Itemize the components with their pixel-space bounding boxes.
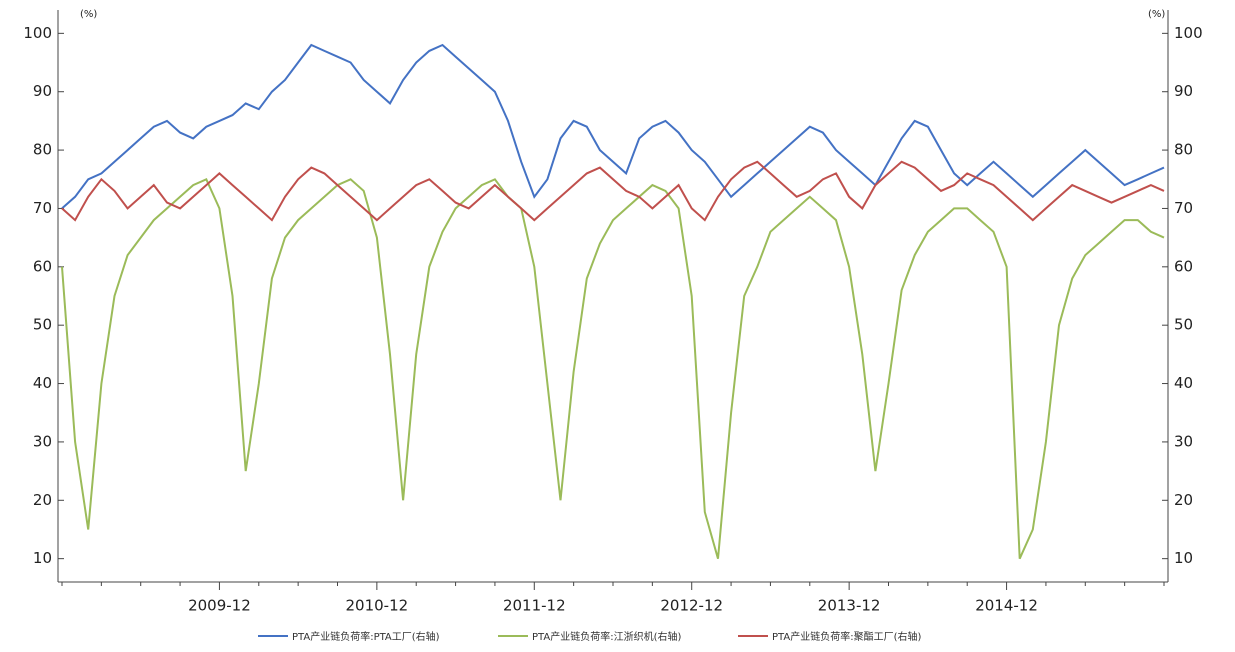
x-tick-label: 2014-12 — [975, 597, 1038, 615]
legend-label: PTA产业链负荷率:聚酯工厂(右轴) — [772, 630, 921, 643]
y2-tick-label: 100 — [1174, 24, 1203, 42]
y2-tick-label: 90 — [1174, 82, 1193, 100]
x-tick-label: 2009-12 — [188, 597, 251, 615]
legend-label: PTA产业链负荷率:江浙织机(右轴) — [532, 630, 681, 643]
y2-tick-label: 80 — [1174, 141, 1193, 159]
y2-unit-label: (%) — [1148, 9, 1165, 20]
y-tick-label: 20 — [33, 491, 52, 509]
x-tick-label: 2011-12 — [503, 597, 566, 615]
y-tick-label: 10 — [33, 549, 52, 567]
series-line — [61, 177, 1165, 560]
y-tick-label: 90 — [33, 82, 52, 100]
x-tick-label: 2013-12 — [818, 597, 881, 615]
y2-tick-label: 20 — [1174, 491, 1193, 509]
y-tick-label: 100 — [23, 24, 52, 42]
y2-tick-label: 40 — [1174, 374, 1193, 392]
y2-tick-label: 60 — [1174, 257, 1193, 275]
y2-tick-label: 70 — [1174, 199, 1193, 217]
y-tick-label: 40 — [33, 374, 52, 392]
legend-label: PTA产业链负荷率:PTA工厂(右轴) — [292, 630, 440, 643]
y2-tick-label: 30 — [1174, 432, 1193, 450]
y-tick-label: 50 — [33, 316, 52, 334]
y-tick-label: 60 — [33, 257, 52, 275]
series-line — [61, 160, 1165, 222]
y-tick-label: 80 — [33, 141, 52, 159]
y2-tick-label: 50 — [1174, 316, 1193, 334]
y2-tick-label: 10 — [1174, 549, 1193, 567]
y-unit-label: (%) — [80, 9, 97, 20]
x-tick-label: 2012-12 — [660, 597, 723, 615]
y-tick-label: 30 — [33, 432, 52, 450]
y-tick-label: 70 — [33, 199, 52, 217]
series-line — [61, 43, 1165, 210]
x-tick-label: 2010-12 — [346, 597, 409, 615]
